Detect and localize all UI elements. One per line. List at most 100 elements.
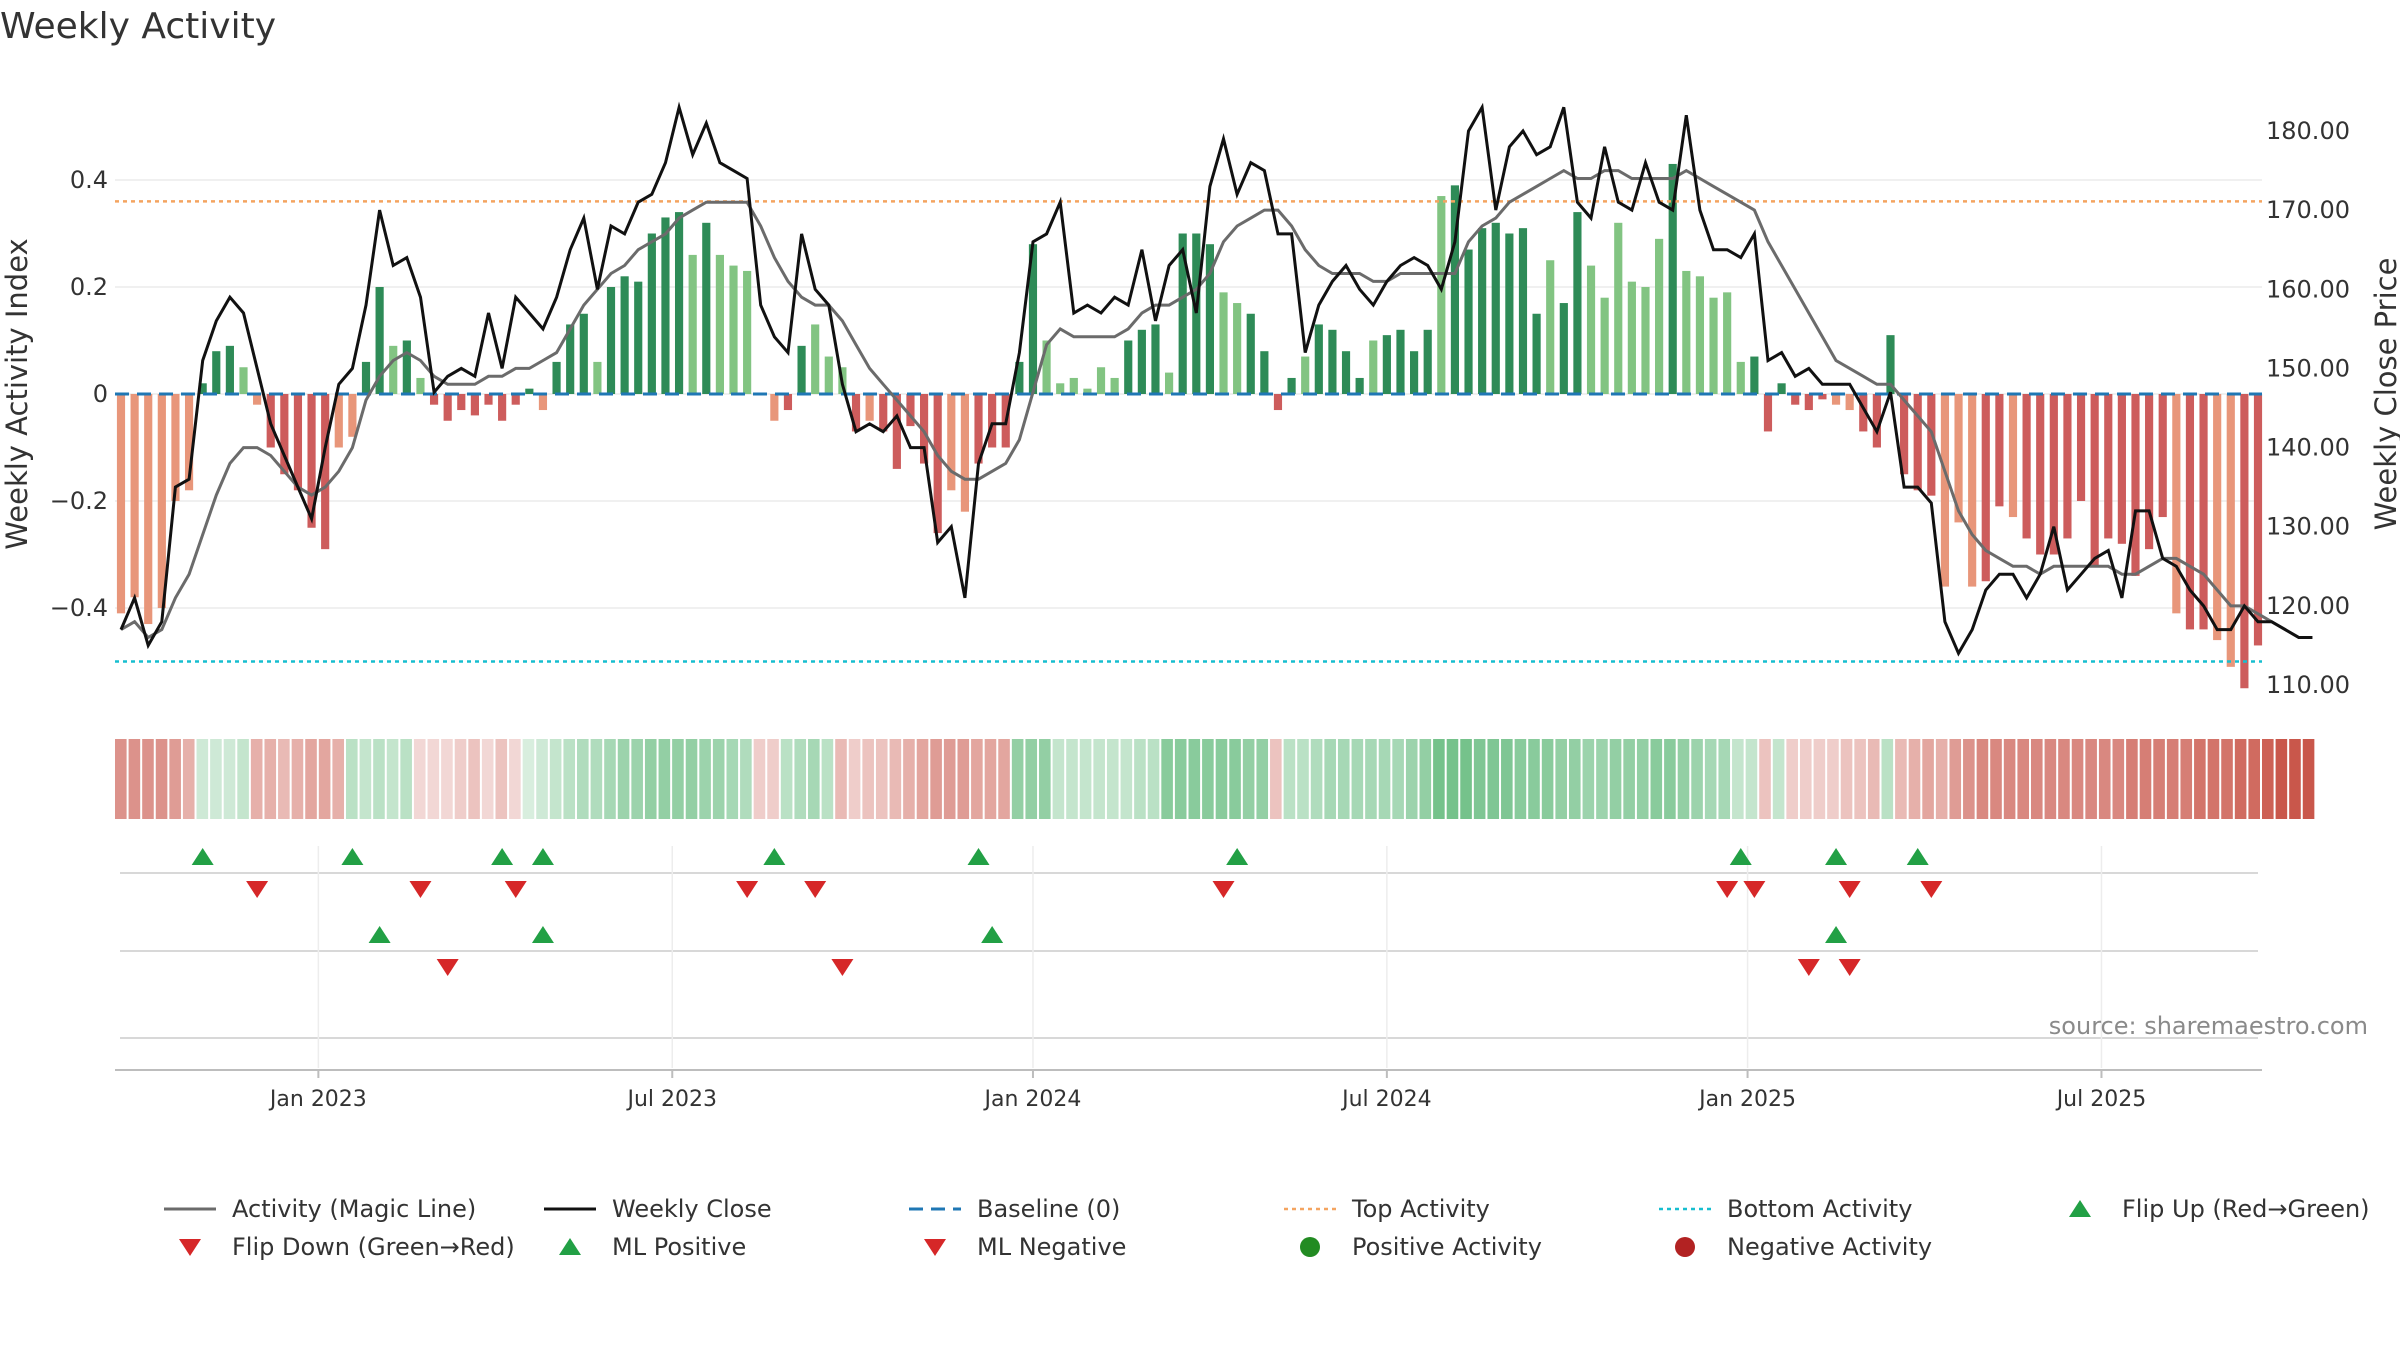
heat-cell (794, 739, 807, 819)
heat-cell (1052, 739, 1065, 819)
heat-cell (1582, 739, 1595, 819)
activity-bar (1369, 340, 1378, 394)
activity-bar (1301, 356, 1310, 394)
legend-item: ML Positive (540, 1233, 746, 1261)
activity-bar (1137, 329, 1146, 394)
activity-bar (1573, 212, 1582, 394)
activity-bar (1233, 303, 1242, 394)
activity-bar (1505, 233, 1514, 394)
activity-bar (1886, 335, 1895, 394)
activity-bar (2049, 394, 2058, 555)
reference-lines (115, 200, 2262, 663)
activity-bar (280, 394, 289, 475)
activity-bar (960, 394, 969, 512)
activity-bar (1831, 394, 1841, 405)
heat-cell (2248, 739, 2260, 819)
activity-bar (239, 367, 248, 394)
heat-cell (1501, 739, 1513, 819)
legend-label: Flip Down (Green→Red) (232, 1233, 515, 1261)
activity-bar (1328, 329, 1337, 394)
green-dot-icon (1300, 1237, 1320, 1257)
heat-cell (1922, 739, 1934, 819)
heat-cell (916, 739, 929, 819)
legend-item: Activity (Magic Line) (160, 1195, 476, 1223)
activity-bar (1192, 233, 1201, 394)
y2-tick-label: 160.00 (2266, 275, 2350, 303)
y-axis-label: Weekly Activity Index (0, 238, 34, 549)
x-tick-label: Jul 2023 (625, 1087, 717, 1112)
x-tick-label: Jul 2025 (2055, 1087, 2147, 1112)
heat-cell (1066, 739, 1078, 819)
heat-cell (1229, 739, 1241, 819)
activity-bars (116, 163, 2263, 689)
activity-bar (1655, 238, 1664, 394)
activity-bar (402, 340, 411, 394)
activity-bar (606, 287, 616, 394)
heat-cell (821, 739, 834, 819)
heat-cell (1215, 739, 1228, 819)
activity-bar (1804, 394, 1813, 411)
activity-bar (702, 222, 711, 394)
heat-cell (971, 739, 983, 819)
activity-bar (1015, 361, 1024, 394)
heat-cell (1759, 739, 1771, 819)
heat-cell (1772, 739, 1785, 819)
heat-cell (2003, 739, 2016, 819)
activity-bar (1478, 228, 1487, 394)
activity-bar (552, 361, 561, 394)
legend-item: Flip Down (Green→Red) (160, 1233, 515, 1261)
activity-bar (715, 254, 724, 394)
heat-cell (1106, 739, 1119, 819)
heat-cell (577, 739, 589, 819)
heat-cell (413, 739, 426, 819)
legend-item: Negative Activity (1655, 1233, 1932, 1261)
red-triangle-down-icon (179, 1239, 201, 1256)
activity-bar (1668, 163, 1677, 394)
activity-bar (824, 356, 833, 394)
activity-bar (1437, 196, 1446, 394)
activity-bar (2036, 394, 2045, 555)
activity-bar (729, 265, 738, 394)
activity-bar (334, 394, 343, 448)
heat-cell (903, 739, 915, 819)
heat-cell (1609, 739, 1622, 819)
activity-bar (1954, 394, 1963, 523)
y2-tick-label: 130.00 (2266, 513, 2350, 541)
flip-down-marker (1212, 881, 1235, 898)
heat-cell (223, 739, 236, 819)
activity-bar (2253, 394, 2263, 646)
activity-bar (511, 394, 520, 405)
heat-cell (2153, 739, 2165, 819)
legend-item: Baseline (0) (905, 1195, 1120, 1223)
legend-label: Weekly Close (612, 1195, 772, 1223)
heat-cell (658, 739, 671, 819)
heat-cell (1405, 739, 1418, 819)
flip-up-marker (531, 848, 554, 865)
heat-cell (1147, 739, 1160, 819)
signal-markers (120, 846, 2258, 1068)
heat-cell (2166, 739, 2179, 819)
heat-cell (169, 739, 181, 819)
heat-cell (1854, 739, 1866, 819)
heat-cell (115, 739, 127, 819)
ml-positive-marker (981, 926, 1004, 943)
activity-bar (1709, 297, 1718, 394)
activity-bar (2008, 394, 2018, 518)
activity-bar (1260, 351, 1269, 394)
heat-cell (1351, 739, 1364, 819)
heat-cell (2221, 739, 2233, 819)
y-tick-label: −0.2 (50, 487, 108, 515)
flip-down-marker (1743, 881, 1766, 898)
activity-bar (321, 394, 330, 550)
heat-cell (590, 739, 603, 819)
activity-bar (484, 394, 493, 405)
activity-bar (253, 394, 262, 405)
heat-cell (1473, 739, 1486, 819)
activity-bar (1763, 394, 1773, 432)
activity-bar (2090, 394, 2099, 566)
heat-cell (1881, 739, 1894, 819)
heat-cell (1161, 739, 1173, 819)
heat-cell (128, 739, 141, 819)
heat-cell (1596, 739, 1608, 819)
activity-bar (906, 394, 915, 427)
